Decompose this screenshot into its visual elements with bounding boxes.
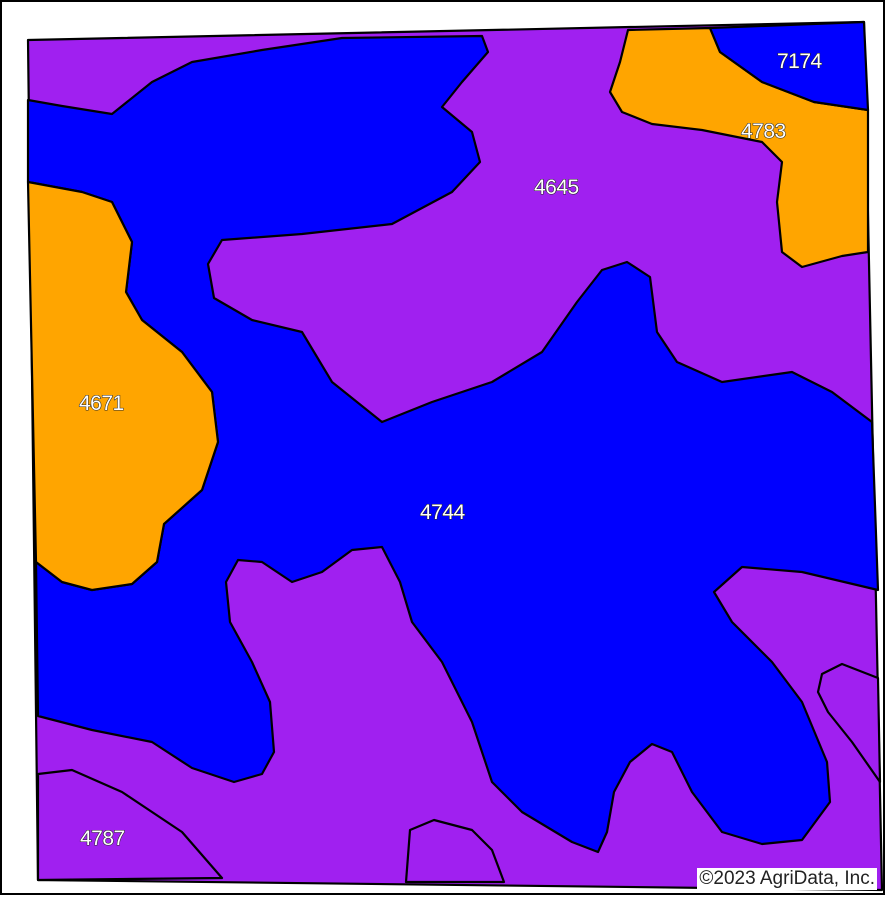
soil-polygon-4671[interactable] [26,180,220,592]
soil-label-4671: 4671 [79,392,124,415]
copyright-notice: ©2023 AgriData, Inc. [697,868,877,890]
soil-label-4744: 4744 [420,501,466,524]
soil-label-4787: 4787 [80,827,125,850]
soil-label-7174: 7174 [777,50,823,73]
soil-polygon-4787[interactable] [36,768,224,882]
soil-polygon-7174[interactable] [708,20,870,112]
soil-label-4783: 4783 [741,120,786,143]
soil-polygon-bottom-center[interactable] [404,818,506,884]
soil-polygon-4645-island[interactable] [816,662,882,784]
soil-label-4645: 4645 [534,176,579,199]
